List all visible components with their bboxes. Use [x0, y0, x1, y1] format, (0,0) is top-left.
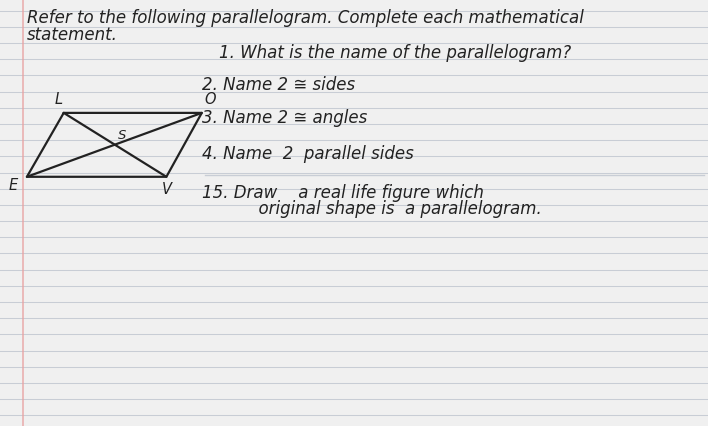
Text: Refer to the following parallelogram. Complete each mathematical: Refer to the following parallelogram. Co…: [27, 9, 584, 27]
Text: 2. Name 2 ≅ sides: 2. Name 2 ≅ sides: [202, 76, 355, 94]
Text: E: E: [8, 178, 18, 193]
Text: 15. Draw    a real life figure which: 15. Draw a real life figure which: [202, 184, 484, 202]
Text: L: L: [55, 92, 63, 107]
Text: 4. Name  2  parallel sides: 4. Name 2 parallel sides: [202, 145, 413, 163]
Text: 3. Name 2 ≅ angles: 3. Name 2 ≅ angles: [202, 109, 367, 127]
Text: S: S: [118, 129, 126, 142]
Text: O: O: [205, 92, 216, 107]
Text: 1. What is the name of the parallelogram?: 1. What is the name of the parallelogram…: [219, 44, 572, 62]
Text: original shape is  a parallelogram.: original shape is a parallelogram.: [227, 200, 542, 218]
Text: statement.: statement.: [27, 26, 118, 43]
Text: V: V: [161, 182, 171, 197]
